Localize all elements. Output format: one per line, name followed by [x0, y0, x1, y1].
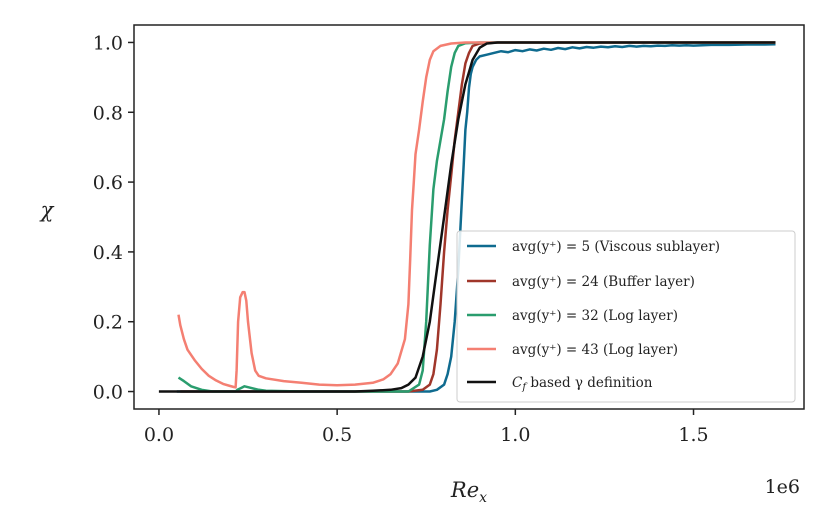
legend-cf-symbol: C — [512, 375, 523, 391]
series-lines — [158, 41, 776, 393]
legend-cf-text: based γ definition — [526, 375, 653, 391]
series-line-3 — [177, 41, 776, 389]
series-line-0 — [176, 42, 776, 393]
x-tick-label: 0.5 — [322, 424, 352, 446]
legend: avg(y⁺) = 5 (Viscous sublayer) avg(y⁺) =… — [456, 230, 796, 403]
y-ticks: 0.0 0.2 0.4 0.6 0.8 1.0 — [93, 32, 134, 404]
x-tick-label: 1.0 — [500, 424, 530, 446]
y-tick-label: 0.6 — [93, 172, 123, 194]
x-tick-label: 1.5 — [678, 424, 708, 446]
y-tick-label: 0.4 — [93, 242, 123, 264]
y-axis-label: χ — [39, 198, 55, 222]
legend-label-viscous: avg(y⁺) = 5 (Viscous sublayer) — [512, 239, 720, 255]
legend-label-log32: avg(y⁺) = 32 (Log layer) — [512, 308, 678, 324]
x-ticks: 0.0 0.5 1.0 1.5 — [144, 409, 709, 446]
y-tick-label: 0.2 — [93, 312, 123, 334]
legend-box — [456, 230, 796, 403]
y-tick-label: 1.0 — [93, 32, 123, 54]
x-axis-label-subscript: x — [479, 490, 487, 506]
legend-cf-subscript: f — [521, 382, 528, 393]
legend-label-log43: avg(y⁺) = 43 (Log layer) — [512, 342, 678, 358]
legend-label-buffer: avg(y⁺) = 24 (Buffer layer) — [512, 274, 695, 290]
series-line-4 — [158, 41, 776, 393]
x-tick-label: 0.0 — [144, 424, 174, 446]
y-tick-label: 0.0 — [93, 382, 123, 404]
x-offset-label: 1e6 — [765, 476, 800, 498]
legend-label-cf: Cf based γ definition — [512, 375, 653, 393]
y-tick-label: 0.8 — [93, 102, 123, 124]
plot-frame — [133, 24, 805, 410]
